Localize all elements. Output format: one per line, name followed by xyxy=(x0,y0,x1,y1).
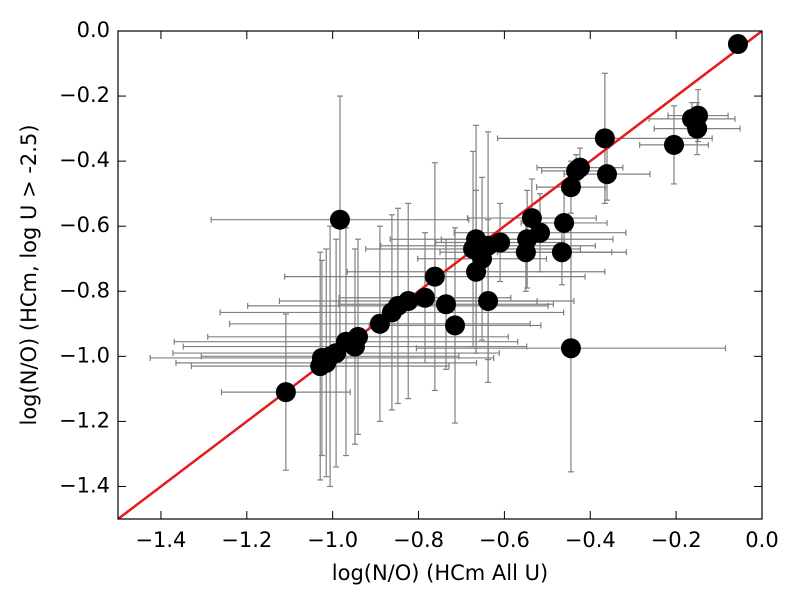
x-tick-label: −0.8 xyxy=(393,528,444,552)
point xyxy=(727,34,748,55)
y-axis-label: log(N/O) (HCm, log U > -2.5) xyxy=(17,124,41,425)
x-tick-label: −1.0 xyxy=(307,528,358,552)
y-tick-label: −1.2 xyxy=(59,408,110,432)
point xyxy=(414,287,435,308)
point xyxy=(445,315,466,336)
y-tick-label: −0.2 xyxy=(59,83,110,107)
y-tick-label: −0.8 xyxy=(59,278,110,302)
plot-area xyxy=(118,31,762,519)
point xyxy=(466,261,487,282)
point xyxy=(424,266,445,287)
point xyxy=(478,291,499,312)
x-tick-label: −0.2 xyxy=(651,528,702,552)
point xyxy=(687,118,708,139)
point xyxy=(551,242,572,263)
y-tick-label: −1.4 xyxy=(59,473,110,497)
point xyxy=(275,382,296,403)
point xyxy=(597,164,618,185)
x-tick-label: −1.4 xyxy=(135,528,186,552)
point xyxy=(594,128,615,149)
point xyxy=(566,160,587,181)
x-tick-label: 0.0 xyxy=(745,528,778,552)
point xyxy=(515,242,536,263)
point xyxy=(369,313,390,334)
point xyxy=(329,209,350,230)
point xyxy=(554,212,575,233)
point xyxy=(560,338,581,359)
y-tick-label: −0.4 xyxy=(59,148,110,172)
y-tick-label: 0.0 xyxy=(77,18,110,42)
x-tick-label: −0.6 xyxy=(479,528,530,552)
point xyxy=(560,177,581,198)
point xyxy=(311,347,332,368)
x-tick-label: −1.2 xyxy=(221,528,272,552)
x-axis-label: log(N/O) (HCm All U) xyxy=(332,561,548,585)
point xyxy=(663,134,684,155)
point xyxy=(436,294,457,315)
x-tick-label: −0.4 xyxy=(565,528,616,552)
plot-frame xyxy=(117,30,763,520)
y-tick-label: −1.0 xyxy=(59,343,110,367)
point xyxy=(521,208,542,229)
y-tick-label: −0.6 xyxy=(59,213,110,237)
